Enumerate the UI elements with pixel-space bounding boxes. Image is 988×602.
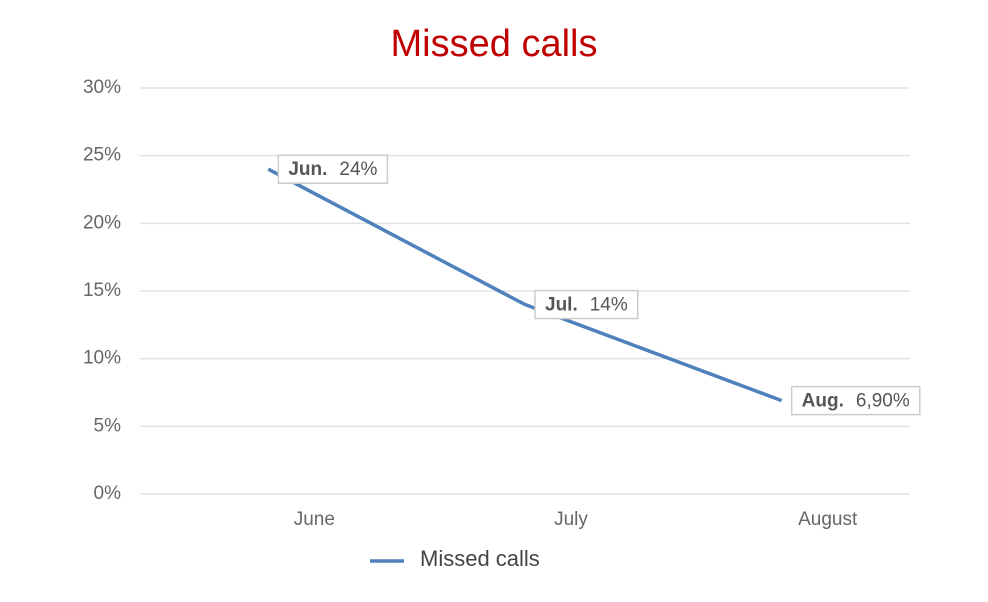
data-label: Jul. 14% — [534, 289, 639, 320]
label-box — [277, 154, 389, 184]
legend-label: Missed calls — [420, 546, 540, 571]
label-box — [534, 289, 639, 320]
y-tick-label: 10% — [83, 348, 121, 369]
x-tick-label: July — [554, 509, 588, 530]
data-label-text: 24% — [339, 159, 377, 180]
y-tick-label: 20% — [83, 212, 121, 233]
x-tick-label: June — [294, 509, 335, 530]
y-tick-label: 25% — [83, 145, 121, 166]
y-tick-label: 0% — [94, 483, 122, 504]
y-tick-label: 5% — [94, 415, 122, 436]
data-label-text: 14% — [590, 295, 628, 316]
data-label-text: Jul. — [545, 295, 578, 316]
x-tick-label: August — [798, 509, 858, 530]
data-label-text: 6,90% — [856, 391, 910, 412]
data-label-text: Jun. — [288, 159, 327, 180]
data-label-text: Aug. — [802, 391, 844, 412]
chart-title: Missed calls — [391, 23, 598, 65]
label-box — [790, 385, 921, 416]
line — [267, 167, 783, 403]
data-label: Aug. 6,90% — [790, 385, 921, 416]
y-tick-label: 15% — [83, 280, 121, 301]
data-label: Jun. 24% — [277, 154, 389, 184]
y-tick-label: 30% — [83, 77, 121, 98]
